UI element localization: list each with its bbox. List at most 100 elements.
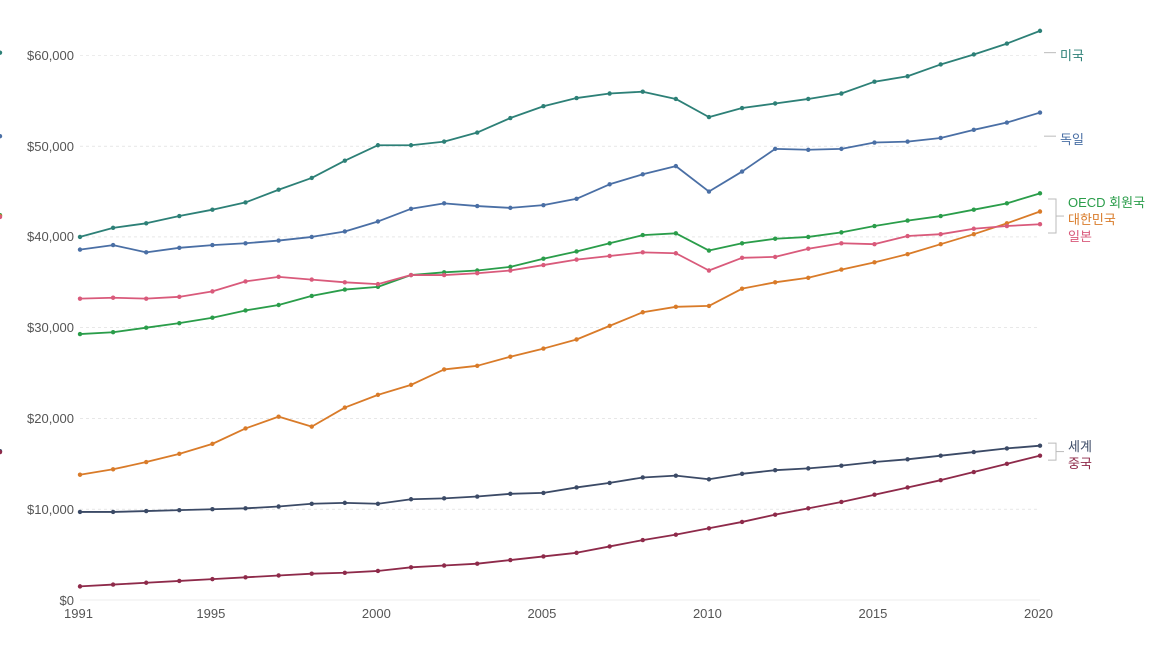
series-marker [343, 571, 347, 575]
series-line-oecd [80, 193, 1040, 334]
series-marker [541, 346, 545, 350]
series-marker [574, 257, 578, 261]
series-marker [674, 164, 678, 168]
series-marker [839, 267, 843, 271]
series-marker [641, 172, 645, 176]
series-label-usa: 미국 [1060, 45, 1084, 64]
series-marker [972, 128, 976, 132]
series-line-china [80, 456, 1040, 587]
series-marker [111, 467, 115, 471]
series-marker [839, 147, 843, 151]
series-marker [1005, 446, 1009, 450]
series-marker [938, 232, 942, 236]
series-marker [243, 506, 247, 510]
series-marker [872, 460, 876, 464]
series-marker [607, 324, 611, 328]
series-marker [707, 477, 711, 481]
series-marker [276, 303, 280, 307]
line-chart: $0$10,000$20,000$30,000$40,000$50,000$60… [0, 0, 1156, 645]
series-marker [938, 62, 942, 66]
series-marker [839, 463, 843, 467]
series-marker [144, 325, 148, 329]
series-marker [1038, 443, 1042, 447]
series-marker [806, 506, 810, 510]
series-marker [707, 268, 711, 272]
series-marker [607, 481, 611, 485]
series-marker [872, 260, 876, 264]
series-marker [707, 526, 711, 530]
series-marker [839, 91, 843, 95]
series-marker [1005, 41, 1009, 45]
series-marker [839, 241, 843, 245]
series-marker [310, 502, 314, 506]
series-marker [78, 510, 82, 514]
series-marker [541, 491, 545, 495]
series-marker [607, 254, 611, 258]
series-line-japan [80, 224, 1040, 298]
series-marker [740, 256, 744, 260]
series-marker [475, 364, 479, 368]
series-marker [144, 460, 148, 464]
series-marker [707, 248, 711, 252]
series-marker [144, 250, 148, 254]
series-marker [210, 207, 214, 211]
series-marker [310, 235, 314, 239]
series-marker [78, 473, 82, 477]
x-axis-label: 1995 [196, 606, 225, 621]
series-marker [243, 279, 247, 283]
x-axis-label: 1991 [64, 606, 93, 621]
series-marker [276, 414, 280, 418]
series-marker [905, 139, 909, 143]
series-marker [111, 243, 115, 247]
series-marker [343, 405, 347, 409]
series-marker [210, 243, 214, 247]
series-marker [740, 286, 744, 290]
series-marker [1005, 224, 1009, 228]
series-marker [78, 584, 82, 588]
series-marker [674, 251, 678, 255]
series-marker [376, 143, 380, 147]
series-marker [442, 367, 446, 371]
series-marker [442, 496, 446, 500]
series-marker [1038, 222, 1042, 226]
series-marker [806, 247, 810, 251]
series-marker [938, 242, 942, 246]
series-marker [740, 520, 744, 524]
series-marker [276, 275, 280, 279]
series-marker [972, 207, 976, 211]
x-axis-label: 2010 [693, 606, 722, 621]
series-marker [905, 218, 909, 222]
series-marker [508, 355, 512, 359]
series-marker [243, 200, 247, 204]
series-marker [806, 466, 810, 470]
series-marker [310, 424, 314, 428]
series-line-world [80, 446, 1040, 512]
series-marker [376, 219, 380, 223]
series-marker [111, 226, 115, 230]
series-marker [872, 242, 876, 246]
series-marker [78, 247, 82, 251]
x-axis-label: 2005 [527, 606, 556, 621]
series-marker [607, 182, 611, 186]
series-marker [574, 485, 578, 489]
series-marker [806, 97, 810, 101]
series-marker [972, 470, 976, 474]
series-marker [376, 282, 380, 286]
series-marker [905, 485, 909, 489]
series-marker [376, 393, 380, 397]
series-marker [806, 276, 810, 280]
series-marker [0, 50, 2, 54]
series-marker [177, 452, 181, 456]
series-marker [905, 252, 909, 256]
series-marker [111, 296, 115, 300]
series-marker [574, 197, 578, 201]
series-marker [144, 509, 148, 513]
series-marker [674, 231, 678, 235]
series-marker [177, 295, 181, 299]
series-marker [938, 136, 942, 140]
series-marker [409, 143, 413, 147]
x-axis-label: 2015 [858, 606, 887, 621]
series-marker [475, 271, 479, 275]
series-label-japan: 일본 [1068, 226, 1092, 245]
series-marker [310, 294, 314, 298]
